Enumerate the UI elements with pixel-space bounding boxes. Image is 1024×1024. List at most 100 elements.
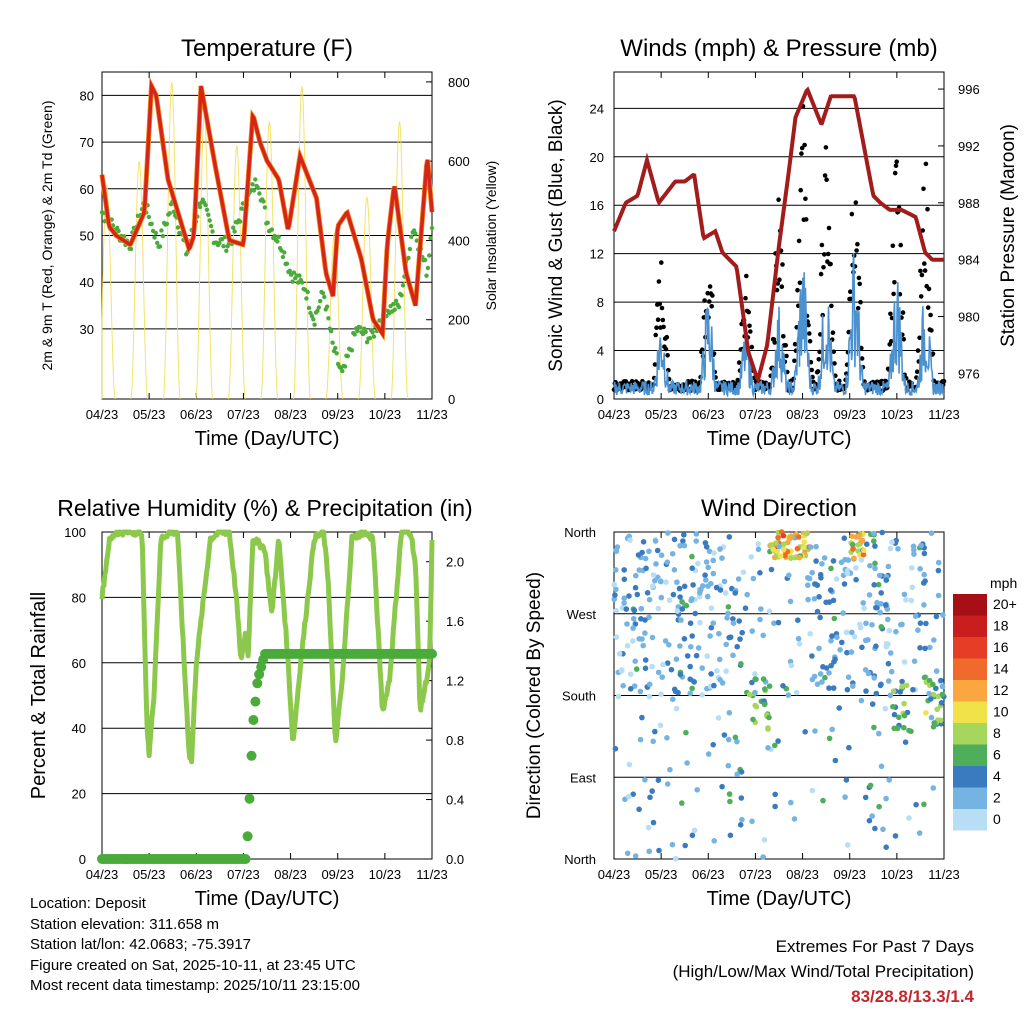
td-point (204, 207, 210, 212)
legend-swatch (953, 637, 987, 659)
direction-point (888, 668, 895, 675)
direction-point (826, 670, 832, 676)
direction-point (829, 633, 835, 639)
direction-point (674, 608, 681, 614)
direction-point (760, 632, 766, 639)
gust-point (661, 324, 666, 330)
direction-point (684, 653, 691, 659)
direction-point (775, 534, 781, 541)
gust-point (917, 335, 922, 341)
direction-point (885, 678, 892, 684)
direction-point (765, 726, 771, 732)
y2-axis-label: Station Pressure (Maroon) (998, 124, 1019, 347)
direction-point (926, 677, 933, 684)
x-tick-label: 04/23 (86, 867, 119, 882)
y-axis-label: Direction (Colored By Speed) (524, 572, 545, 819)
td-point (414, 238, 419, 243)
direction-point (781, 541, 787, 547)
direction-point (668, 666, 675, 673)
y2-tick-label: 800 (448, 75, 470, 90)
direction-point (708, 671, 714, 677)
direction-point (891, 711, 898, 718)
direction-point (632, 853, 639, 859)
direction-point (646, 548, 652, 555)
direction-point (922, 645, 928, 652)
direction-point (649, 634, 656, 641)
direction-point (612, 745, 619, 752)
direction-point (911, 551, 917, 557)
direction-point (874, 599, 880, 606)
td-point (329, 329, 334, 334)
direction-point (635, 552, 642, 558)
direction-point (719, 555, 725, 561)
direction-point (618, 668, 625, 674)
y-tick-label: 80 (80, 88, 94, 103)
y-tick-label: North (564, 852, 596, 867)
direction-point (796, 641, 803, 647)
gust-point (846, 329, 851, 335)
gust-point (653, 332, 658, 338)
direction-point (912, 613, 919, 619)
direction-point (613, 607, 619, 614)
direction-point (775, 619, 782, 626)
direction-point (621, 595, 627, 601)
direction-point (613, 548, 620, 554)
gust-point (892, 280, 897, 285)
td-point (399, 293, 404, 298)
y2-tick-label: 2.0 (446, 555, 464, 570)
direction-point (660, 661, 666, 668)
x-tick-label: 11/23 (928, 407, 960, 422)
y-tick-label: 40 (72, 721, 86, 736)
x-tick-label: 10/23 (881, 407, 914, 422)
direction-point (630, 625, 636, 631)
series-2m-temperature (100, 79, 434, 339)
direction-point (913, 801, 919, 808)
gust-point (656, 279, 662, 284)
direction-point (794, 545, 801, 552)
direction-point (826, 685, 832, 691)
direction-point (726, 791, 733, 797)
legend-swatch (953, 594, 987, 616)
direction-point (687, 690, 693, 697)
direction-point (738, 769, 745, 775)
precip-point (250, 696, 261, 707)
gust-point (848, 289, 853, 295)
extremes-box: Extremes For Past 7 Days (High/Low/Max W… (673, 934, 974, 1009)
gust-point (792, 358, 797, 364)
gust-point (746, 309, 751, 315)
direction-point (669, 841, 676, 848)
y-tick-label: 60 (80, 182, 94, 197)
direction-point (787, 598, 794, 605)
direction-point (681, 636, 688, 642)
direction-point (795, 534, 802, 540)
y-tick-label: 60 (72, 656, 86, 671)
direction-point (708, 580, 714, 587)
direction-point (805, 596, 811, 603)
direction-point (657, 578, 664, 585)
direction-point (711, 550, 717, 556)
gust-point (819, 242, 825, 248)
direction-point (671, 686, 678, 693)
td-point (255, 185, 261, 191)
direction-point (930, 785, 937, 791)
direction-point (655, 777, 662, 783)
direction-point (738, 661, 744, 667)
direction-point (939, 683, 946, 690)
direction-point (899, 683, 905, 690)
gust-point (824, 177, 829, 182)
direction-point (665, 530, 671, 536)
direction-point (920, 580, 927, 586)
legend-swatch (953, 701, 987, 723)
gust-point (654, 325, 659, 331)
direction-point (766, 683, 773, 689)
direction-point (705, 751, 712, 757)
direction-point (649, 788, 655, 794)
direction-point (632, 621, 639, 627)
direction-point (857, 621, 863, 628)
direction-point (855, 533, 861, 540)
td-point (407, 246, 413, 252)
gust-point (659, 305, 665, 311)
direction-point (620, 682, 626, 689)
direction-point (791, 816, 798, 822)
direction-point (851, 633, 858, 640)
